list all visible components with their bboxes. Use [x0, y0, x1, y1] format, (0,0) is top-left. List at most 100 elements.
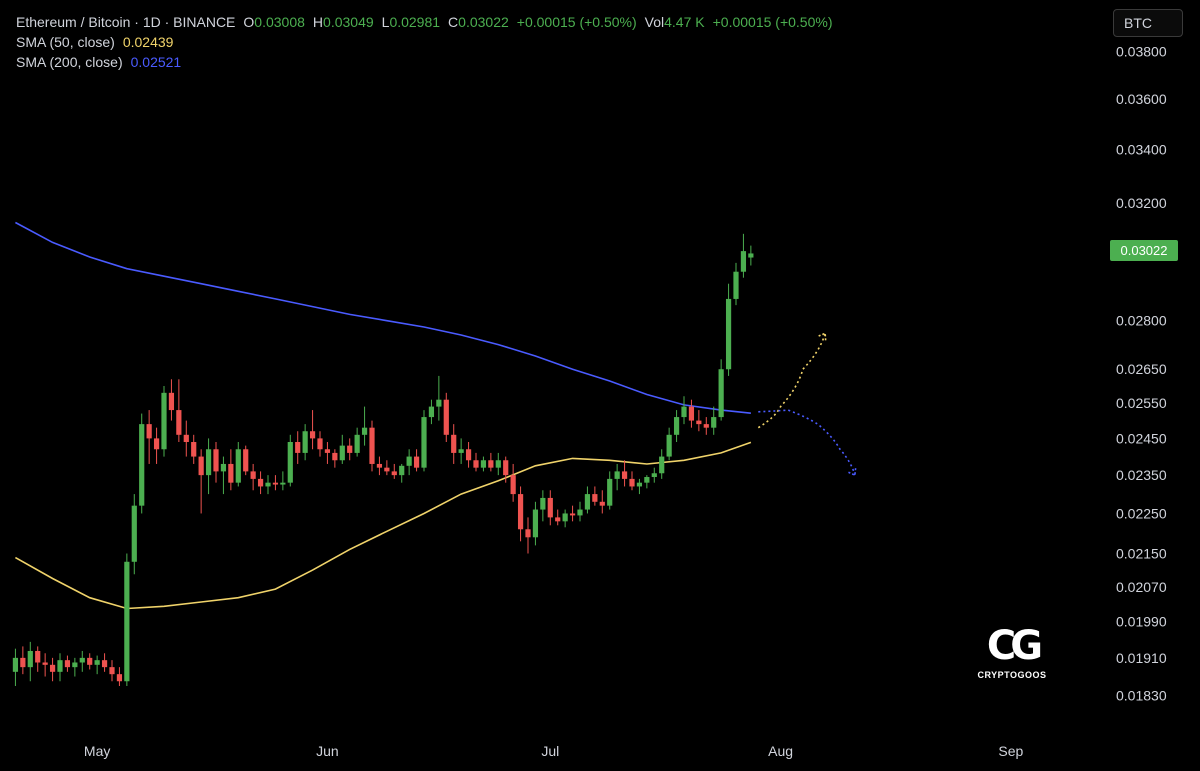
- candle-body: [547, 497, 553, 518]
- candle-body: [176, 410, 182, 435]
- candle: [562, 509, 568, 528]
- sma50-legend[interactable]: SMA (50, close) 0.02439: [16, 32, 832, 52]
- candle: [555, 509, 561, 526]
- candle-body: [584, 494, 591, 510]
- symbol-label[interactable]: Ethereum / Bitcoin · 1D · BINANCE: [16, 14, 236, 30]
- candle: [718, 359, 724, 421]
- candle: [488, 452, 494, 472]
- sma200-legend[interactable]: SMA (200, close) 0.02521: [16, 52, 832, 72]
- candle: [473, 452, 479, 472]
- candle-body: [280, 482, 286, 485]
- candle-body: [540, 497, 546, 510]
- candle: [354, 427, 360, 457]
- candle: [614, 463, 620, 491]
- candle-body: [20, 657, 26, 668]
- candle: [131, 494, 137, 575]
- candle-body: [413, 456, 420, 468]
- candle-body: [64, 660, 71, 668]
- candle-body: [109, 667, 115, 675]
- y-tick-label: 0.02650: [1116, 361, 1167, 377]
- close-label: C: [448, 14, 459, 30]
- close-value: 0.03022: [458, 14, 509, 30]
- candle: [191, 434, 197, 464]
- candle-body: [250, 471, 256, 479]
- candle-body: [465, 449, 472, 461]
- candle-body: [220, 463, 227, 472]
- open-label: O: [243, 14, 255, 30]
- candle-body: [94, 660, 100, 665]
- y-tick-label: 0.03400: [1116, 142, 1167, 158]
- candle-body: [562, 513, 568, 522]
- candle: [324, 442, 331, 464]
- candle-body: [287, 442, 293, 483]
- candle-body: [235, 449, 241, 483]
- candle: [376, 456, 383, 476]
- y-tick-label: 0.03800: [1116, 44, 1167, 60]
- candle: [644, 475, 650, 489]
- candle: [161, 386, 167, 457]
- candle: [116, 667, 123, 687]
- bullish-projection-line: [757, 333, 826, 429]
- candle: [228, 449, 234, 491]
- y-tick-label: 0.02550: [1116, 395, 1167, 411]
- candle: [621, 460, 628, 487]
- y-tick-label: 0.03200: [1116, 195, 1167, 211]
- candle-body: [369, 427, 375, 464]
- candle-body: [384, 467, 390, 472]
- candle: [183, 420, 189, 457]
- candle-body: [451, 434, 457, 453]
- candle-body: [391, 471, 397, 476]
- candle: [153, 427, 160, 464]
- candle: [87, 653, 93, 670]
- candles: [12, 233, 754, 687]
- bearish-arrow-head-icon: [848, 468, 857, 477]
- candle-body: [183, 434, 189, 443]
- volume-value: 4.47 K: [664, 14, 705, 30]
- candle-body: [42, 662, 48, 665]
- candle: [384, 460, 390, 476]
- candle-body: [510, 475, 516, 495]
- candle-body: [629, 478, 635, 487]
- candle: [220, 456, 227, 495]
- candle-body: [532, 509, 539, 538]
- candle-body: [116, 674, 123, 682]
- y-tick-label: 0.02350: [1116, 467, 1167, 483]
- y-tick-label: 0.03600: [1116, 91, 1167, 107]
- candle: [12, 648, 19, 687]
- bearish-projection-line: [758, 409, 856, 476]
- candle: [79, 650, 85, 672]
- x-tick-label: Jun: [316, 743, 339, 759]
- candle: [547, 490, 553, 526]
- candle: [109, 660, 115, 682]
- candle-body: [525, 529, 531, 538]
- currency-button[interactable]: BTC: [1113, 9, 1183, 37]
- candle: [584, 486, 591, 514]
- candle: [280, 471, 286, 491]
- candle: [451, 424, 457, 464]
- candle-body: [324, 449, 331, 453]
- candle-body: [614, 471, 620, 479]
- candle: [72, 657, 78, 677]
- candle: [510, 463, 516, 502]
- candle-body: [436, 399, 442, 407]
- candle: [235, 442, 241, 487]
- candle-body: [168, 392, 175, 411]
- candle: [428, 399, 435, 425]
- candle: [443, 392, 449, 443]
- logo-text: CRYPTOGOOS: [977, 670, 1047, 680]
- candle: [250, 463, 256, 491]
- candle-body: [517, 494, 524, 530]
- candle-body: [87, 657, 93, 665]
- candle: [339, 434, 345, 464]
- candle-body: [406, 456, 412, 466]
- candle: [347, 438, 353, 461]
- candle: [711, 406, 717, 435]
- candle-body: [740, 251, 747, 272]
- low-label: L: [381, 14, 390, 30]
- candle: [495, 452, 501, 476]
- candle-body: [272, 482, 279, 485]
- high-label: H: [312, 14, 324, 30]
- candle-body: [555, 517, 561, 522]
- candle: [287, 434, 293, 487]
